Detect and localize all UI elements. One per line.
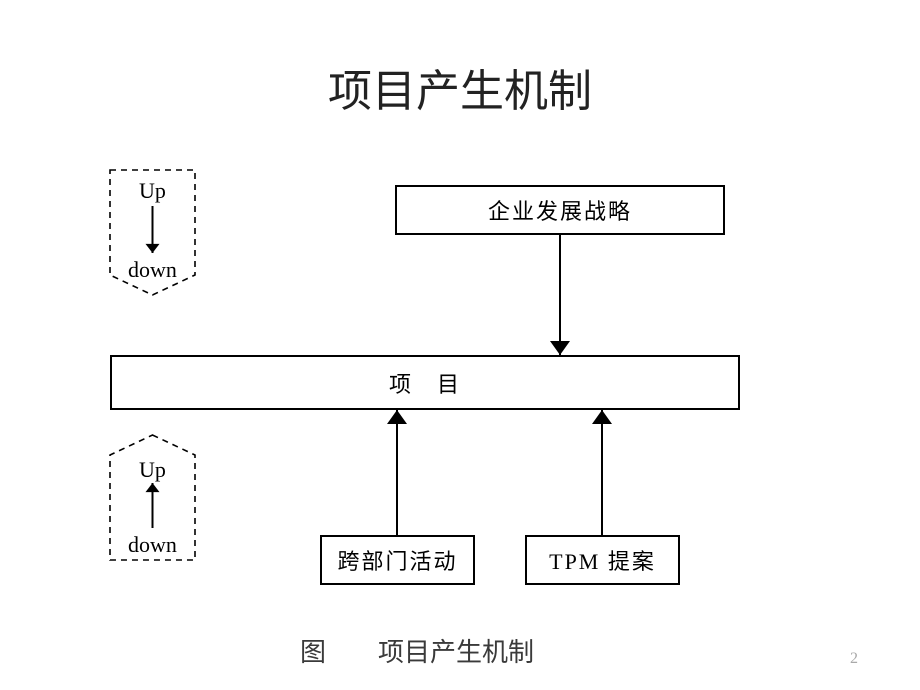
box-tpm: TPM 提案 [525,535,680,585]
page-number: 2 [850,650,858,668]
svg-text:down: down [128,257,177,282]
flowchart-diagram: Up down Up down 企业发展战略 项 目 跨部门活动 TPM 提案 [95,160,755,625]
box-cross-department: 跨部门活动 [320,535,475,585]
box-project: 项 目 [110,355,740,410]
svg-text:Up: Up [139,178,166,203]
page-title: 项目产生机制 [0,55,920,119]
figure-caption: 图 项目产生机制 [300,632,534,669]
svg-text:down: down [128,532,177,557]
svg-text:Up: Up [139,457,166,482]
box-strategy: 企业发展战略 [395,185,725,235]
